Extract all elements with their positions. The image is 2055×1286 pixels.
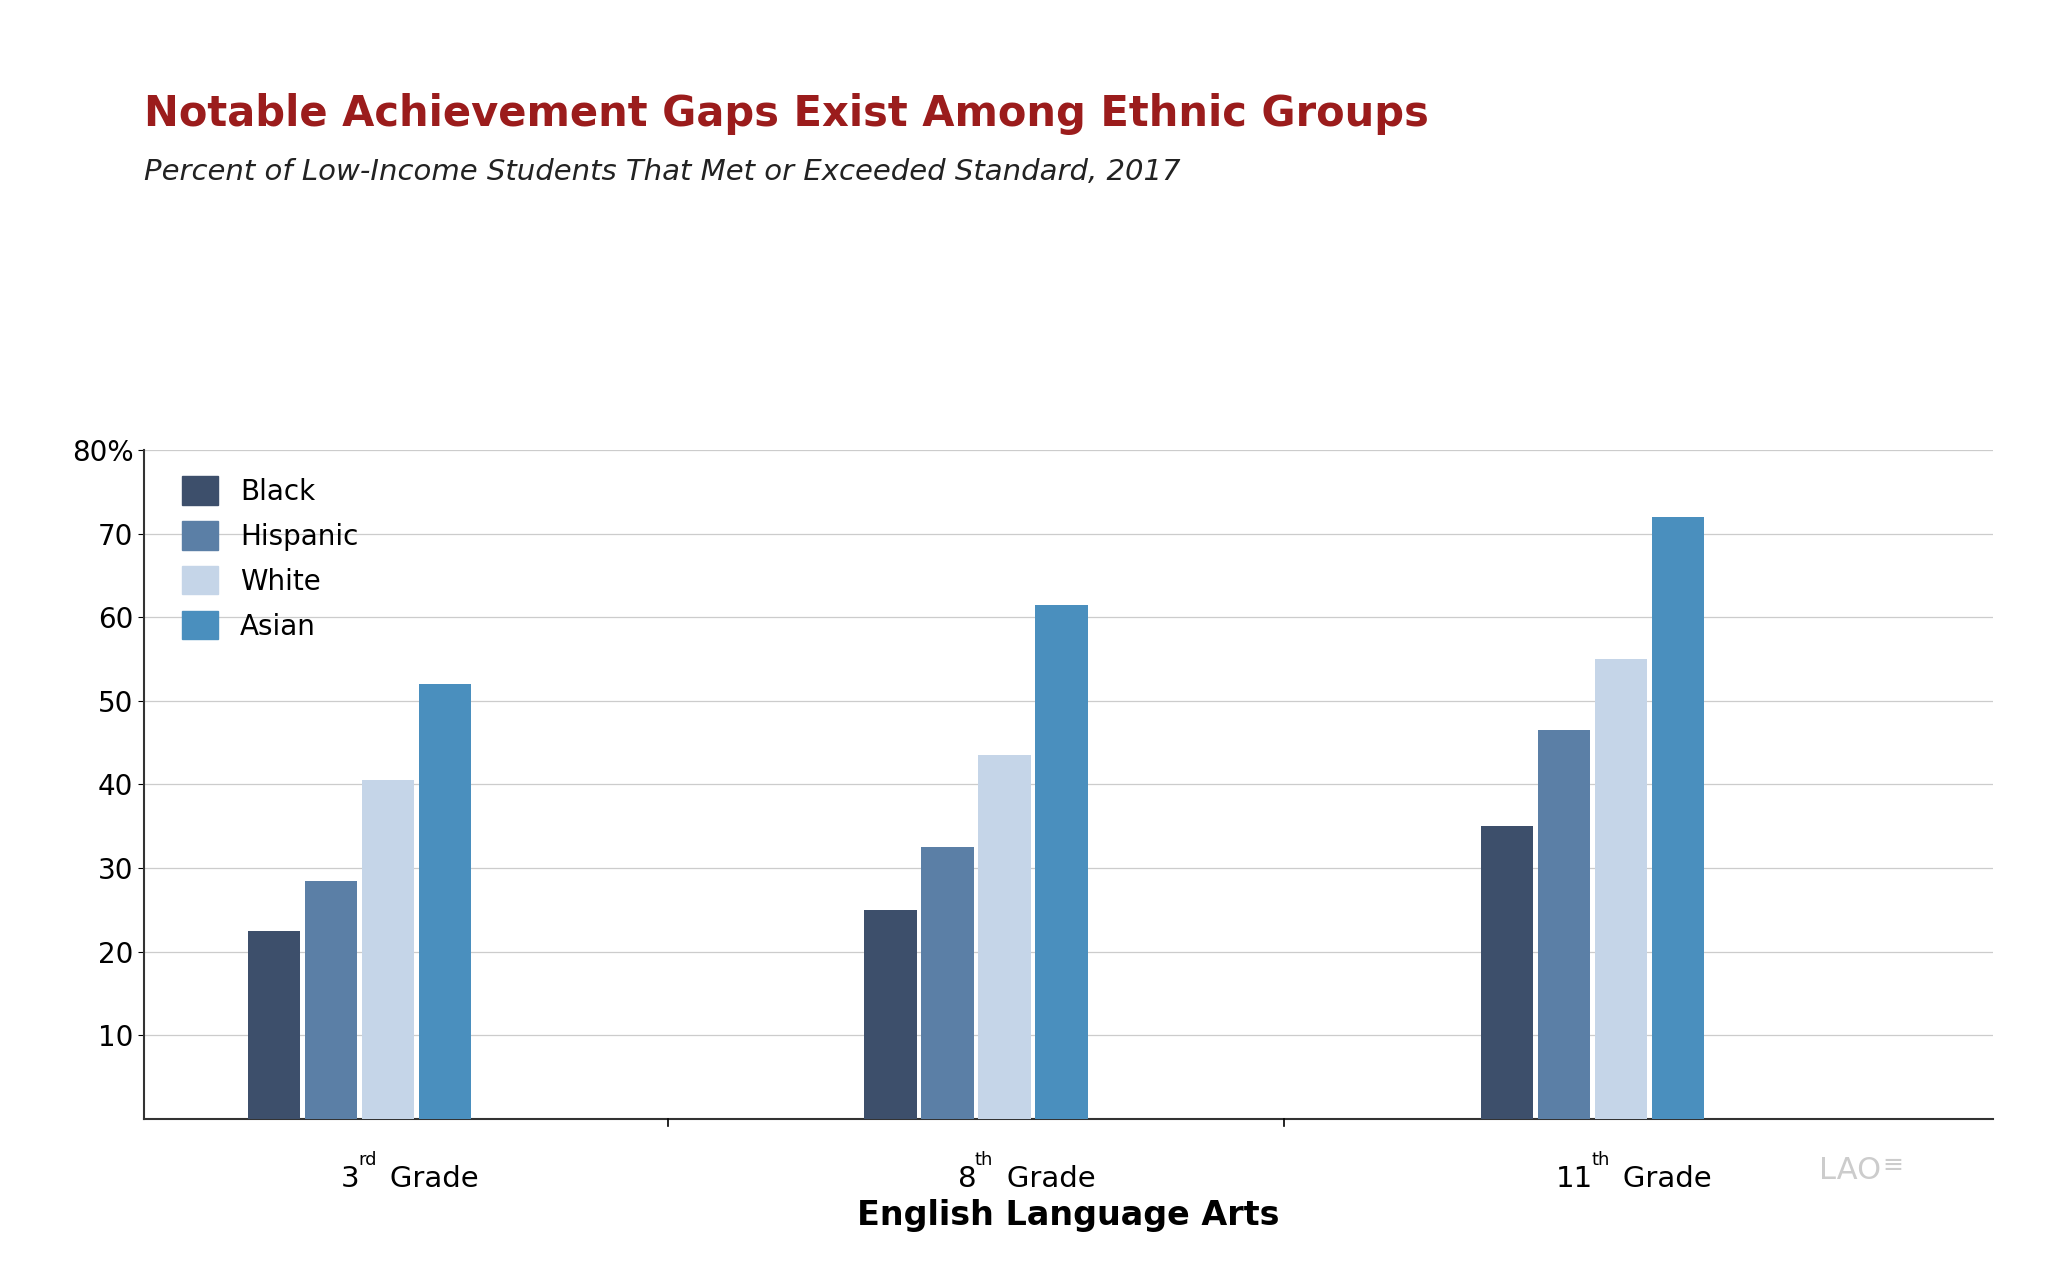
Text: Grade: Grade xyxy=(1001,1165,1095,1193)
Text: th: th xyxy=(1591,1151,1609,1169)
Bar xyxy=(362,781,415,1119)
Bar xyxy=(978,755,1032,1119)
Text: Percent of Low-Income Students That Met or Exceeded Standard, 2017: Percent of Low-Income Students That Met … xyxy=(144,158,1180,186)
Bar xyxy=(921,847,974,1119)
Text: rd: rd xyxy=(358,1151,376,1169)
Text: Grade: Grade xyxy=(384,1165,479,1193)
Text: Notable Achievement Gaps Exist Among Ethnic Groups: Notable Achievement Gaps Exist Among Eth… xyxy=(144,93,1428,135)
Text: Figure 5: Figure 5 xyxy=(27,22,162,49)
Text: ≡: ≡ xyxy=(1882,1154,1903,1177)
Bar xyxy=(419,684,471,1119)
Bar xyxy=(304,881,358,1119)
Bar xyxy=(1652,517,1704,1119)
Bar xyxy=(865,910,917,1119)
Legend: Black, Hispanic, White, Asian: Black, Hispanic, White, Asian xyxy=(171,466,370,652)
Text: LAO: LAO xyxy=(1819,1156,1880,1184)
Text: 8: 8 xyxy=(958,1165,976,1193)
Text: th: th xyxy=(974,1151,993,1169)
Text: English Language Arts: English Language Arts xyxy=(857,1199,1280,1232)
Bar xyxy=(1036,604,1087,1119)
Text: Grade: Grade xyxy=(1617,1165,1712,1193)
Bar xyxy=(249,931,300,1119)
Bar xyxy=(1537,730,1591,1119)
Bar xyxy=(1595,658,1648,1119)
Text: 11: 11 xyxy=(1556,1165,1593,1193)
Bar xyxy=(1482,827,1533,1119)
Text: 3: 3 xyxy=(341,1165,360,1193)
